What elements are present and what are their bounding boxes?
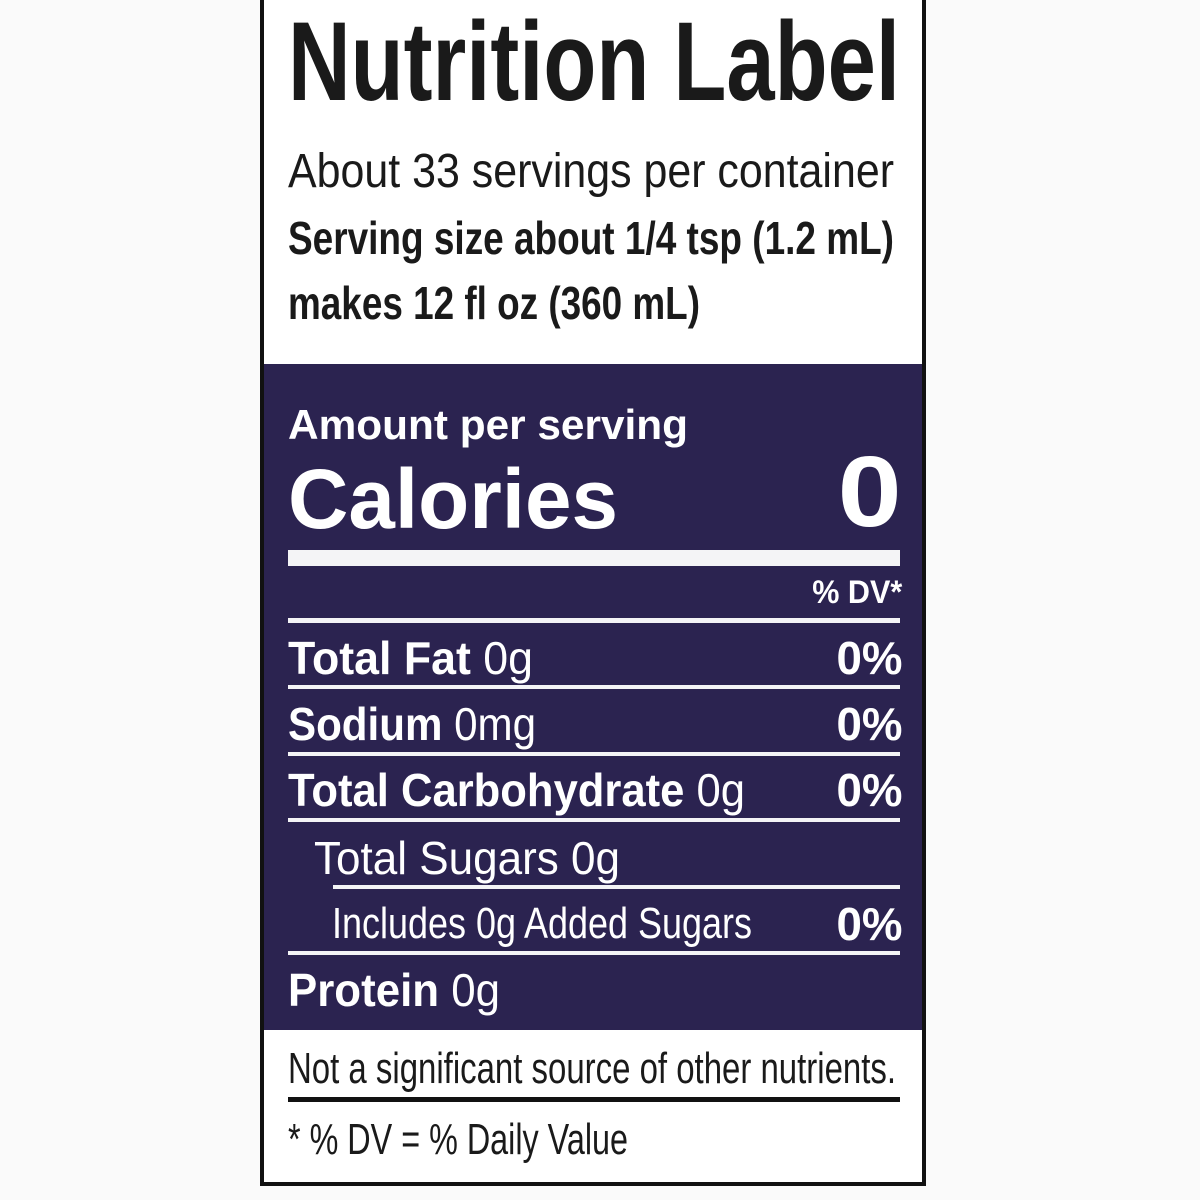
divider <box>288 951 900 955</box>
calories-label: Calories <box>288 452 618 546</box>
label-title: Nutrition Label <box>288 0 900 124</box>
divider <box>288 618 900 623</box>
divider <box>288 818 900 822</box>
nutrient-row-added-sugars: Includes 0g Added Sugars <box>332 899 752 948</box>
divider <box>288 752 900 756</box>
nutrient-row-sodium: Sodium 0mg <box>288 698 536 750</box>
makes-volume: makes 12 fl oz (360 mL) <box>288 277 700 329</box>
nutrient-row-total-sugars: Total Sugars 0g <box>314 832 620 884</box>
dv-sodium: 0% <box>836 698 902 750</box>
servings-per-container: About 33 servings per container <box>288 145 894 198</box>
nutrient-row-total-fat: Total Fat 0g <box>288 632 533 684</box>
nutrition-panel: Amount per serving Calories 0 % DV* Tota… <box>264 364 922 1030</box>
amount-per-serving: Amount per serving <box>288 401 688 448</box>
dv-total-fat: 0% <box>836 632 902 684</box>
footer-divider <box>288 1097 900 1102</box>
dv-added-sugars: 0% <box>836 898 902 950</box>
divider <box>333 885 900 889</box>
dv-header: % DV* <box>812 574 902 610</box>
calories-value: 0 <box>838 436 902 548</box>
serving-size: Serving size about 1/4 tsp (1.2 mL) <box>288 212 894 264</box>
nutrient-row-protein: Protein 0g <box>288 964 500 1016</box>
dv-total-carbohydrate: 0% <box>836 764 902 816</box>
thick-divider <box>288 550 900 566</box>
nutrient-row-total-carbohydrate: Total Carbohydrate 0g <box>288 764 745 816</box>
nutrition-label: Nutrition Label About 33 servings per co… <box>260 0 926 1186</box>
divider <box>288 685 900 689</box>
footnote-other-nutrients: Not a significant source of other nutrie… <box>288 1044 896 1093</box>
footnote-daily-value: * % DV = % Daily Value <box>288 1115 628 1164</box>
